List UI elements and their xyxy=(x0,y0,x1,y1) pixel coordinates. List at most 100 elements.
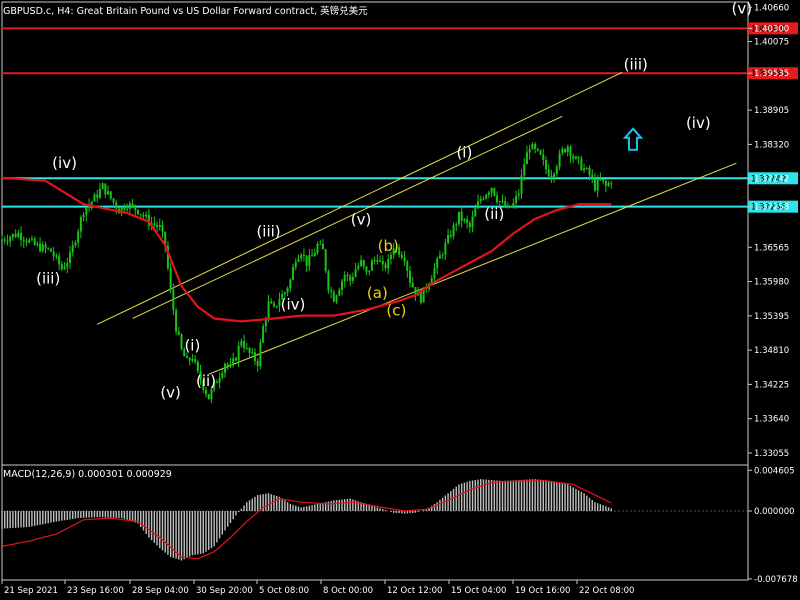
candle-body xyxy=(243,341,246,349)
candle-body xyxy=(564,148,567,153)
candle-body xyxy=(406,261,409,272)
price-tick-label: 1.40300 xyxy=(754,24,789,34)
candle-body xyxy=(321,243,324,250)
candle-body xyxy=(82,214,85,218)
candle-body xyxy=(90,201,93,205)
candle-body xyxy=(509,206,512,208)
candle-body xyxy=(591,174,594,179)
candle-body xyxy=(520,175,523,194)
candle-body xyxy=(438,255,441,259)
candle-body xyxy=(245,347,248,349)
candle-body xyxy=(528,149,531,153)
candle-body xyxy=(17,232,20,237)
wave-label: (iii) xyxy=(624,55,648,73)
candle-body xyxy=(376,259,379,262)
price-tick-label: 1.39535 xyxy=(754,69,789,79)
candle-body xyxy=(580,158,583,171)
candle-body xyxy=(194,359,197,362)
candle-body xyxy=(588,168,591,175)
candle-body xyxy=(338,289,341,296)
candle-body xyxy=(392,248,395,255)
macd-signal-line xyxy=(1,480,612,560)
candle-body xyxy=(300,254,303,259)
moving-average xyxy=(1,176,612,323)
candle-body xyxy=(156,225,159,227)
candle-body xyxy=(477,201,479,209)
candle-body xyxy=(237,345,240,361)
candle-body xyxy=(311,255,314,257)
candle-body xyxy=(137,209,139,214)
candle-body xyxy=(441,254,444,256)
candle-body xyxy=(610,183,613,185)
candle-body xyxy=(599,179,602,181)
candle-body xyxy=(572,156,575,159)
candle-body xyxy=(199,371,202,381)
candle-body xyxy=(585,168,588,170)
level-tag xyxy=(748,67,798,80)
candle-body xyxy=(506,206,509,208)
candle-body xyxy=(107,191,110,195)
candle-body xyxy=(523,164,526,176)
candle-body xyxy=(283,292,286,294)
candle-body xyxy=(128,203,131,209)
candle-body xyxy=(542,154,545,160)
wave-label: (ii) xyxy=(196,372,216,390)
candle-body xyxy=(109,191,112,199)
time-tick-label: 30 Sep 20:00 xyxy=(196,586,253,596)
candle-body xyxy=(33,238,36,245)
candle-body xyxy=(555,166,558,174)
candle-body xyxy=(52,251,55,257)
candle-body xyxy=(3,239,6,241)
candle-body xyxy=(430,278,433,284)
candle-body xyxy=(409,271,411,283)
candle-body xyxy=(172,289,175,311)
candle-body xyxy=(504,201,507,208)
candle-body xyxy=(403,257,406,262)
candle-body xyxy=(281,293,284,300)
candle-body xyxy=(49,248,52,252)
candle-body xyxy=(215,382,218,384)
candle-body xyxy=(313,252,316,257)
time-tick-label: 15 Oct 04:00 xyxy=(451,586,506,596)
candle-body xyxy=(234,358,237,361)
candle-body xyxy=(273,303,275,307)
candle-body xyxy=(22,239,25,241)
channel-line xyxy=(132,115,563,319)
level-tag-label: 1.37258 xyxy=(751,203,786,213)
candle-body xyxy=(98,189,101,198)
level-tag xyxy=(748,22,798,35)
candle-body xyxy=(9,237,12,242)
candle-body xyxy=(482,198,485,200)
candle-body xyxy=(207,394,210,400)
candle-body xyxy=(153,223,156,226)
candle-body xyxy=(341,281,343,290)
price-axis: 1.40660 1.40300 1.40075 1.39535 1.38905 1.383… xyxy=(748,3,789,459)
price-tick-label: 1.33640 xyxy=(754,415,789,425)
price-levels: 1.40300 1.39535 1.37742 1.37258 xyxy=(2,22,798,213)
macd-tick-label: 0.004605 xyxy=(754,466,795,476)
candle-body xyxy=(455,224,458,226)
candle-body xyxy=(112,198,115,203)
candle-body xyxy=(463,219,466,221)
candle-body xyxy=(183,349,186,357)
candle-body xyxy=(422,287,425,303)
candle-body xyxy=(14,233,17,237)
wave-label: (iv) xyxy=(281,296,306,314)
candle-body xyxy=(452,224,455,237)
candle-body xyxy=(47,248,50,250)
wave-label: (iv) xyxy=(52,154,77,172)
macd-panel: 0.004605 0.000000 -0.007678 xyxy=(1,464,798,585)
candle-body xyxy=(346,274,349,276)
candle-body xyxy=(188,358,191,361)
candle-body xyxy=(202,380,205,390)
candle-body xyxy=(349,275,352,281)
candle-body xyxy=(134,205,137,210)
price-tick-label: 1.38320 xyxy=(754,140,789,150)
candle-body xyxy=(224,363,227,373)
candle-body xyxy=(101,183,104,190)
wave-label: (i) xyxy=(456,143,472,161)
candle-body xyxy=(221,372,224,378)
level-tag-label: 1.39535 xyxy=(751,69,786,79)
candle-body xyxy=(69,252,71,264)
